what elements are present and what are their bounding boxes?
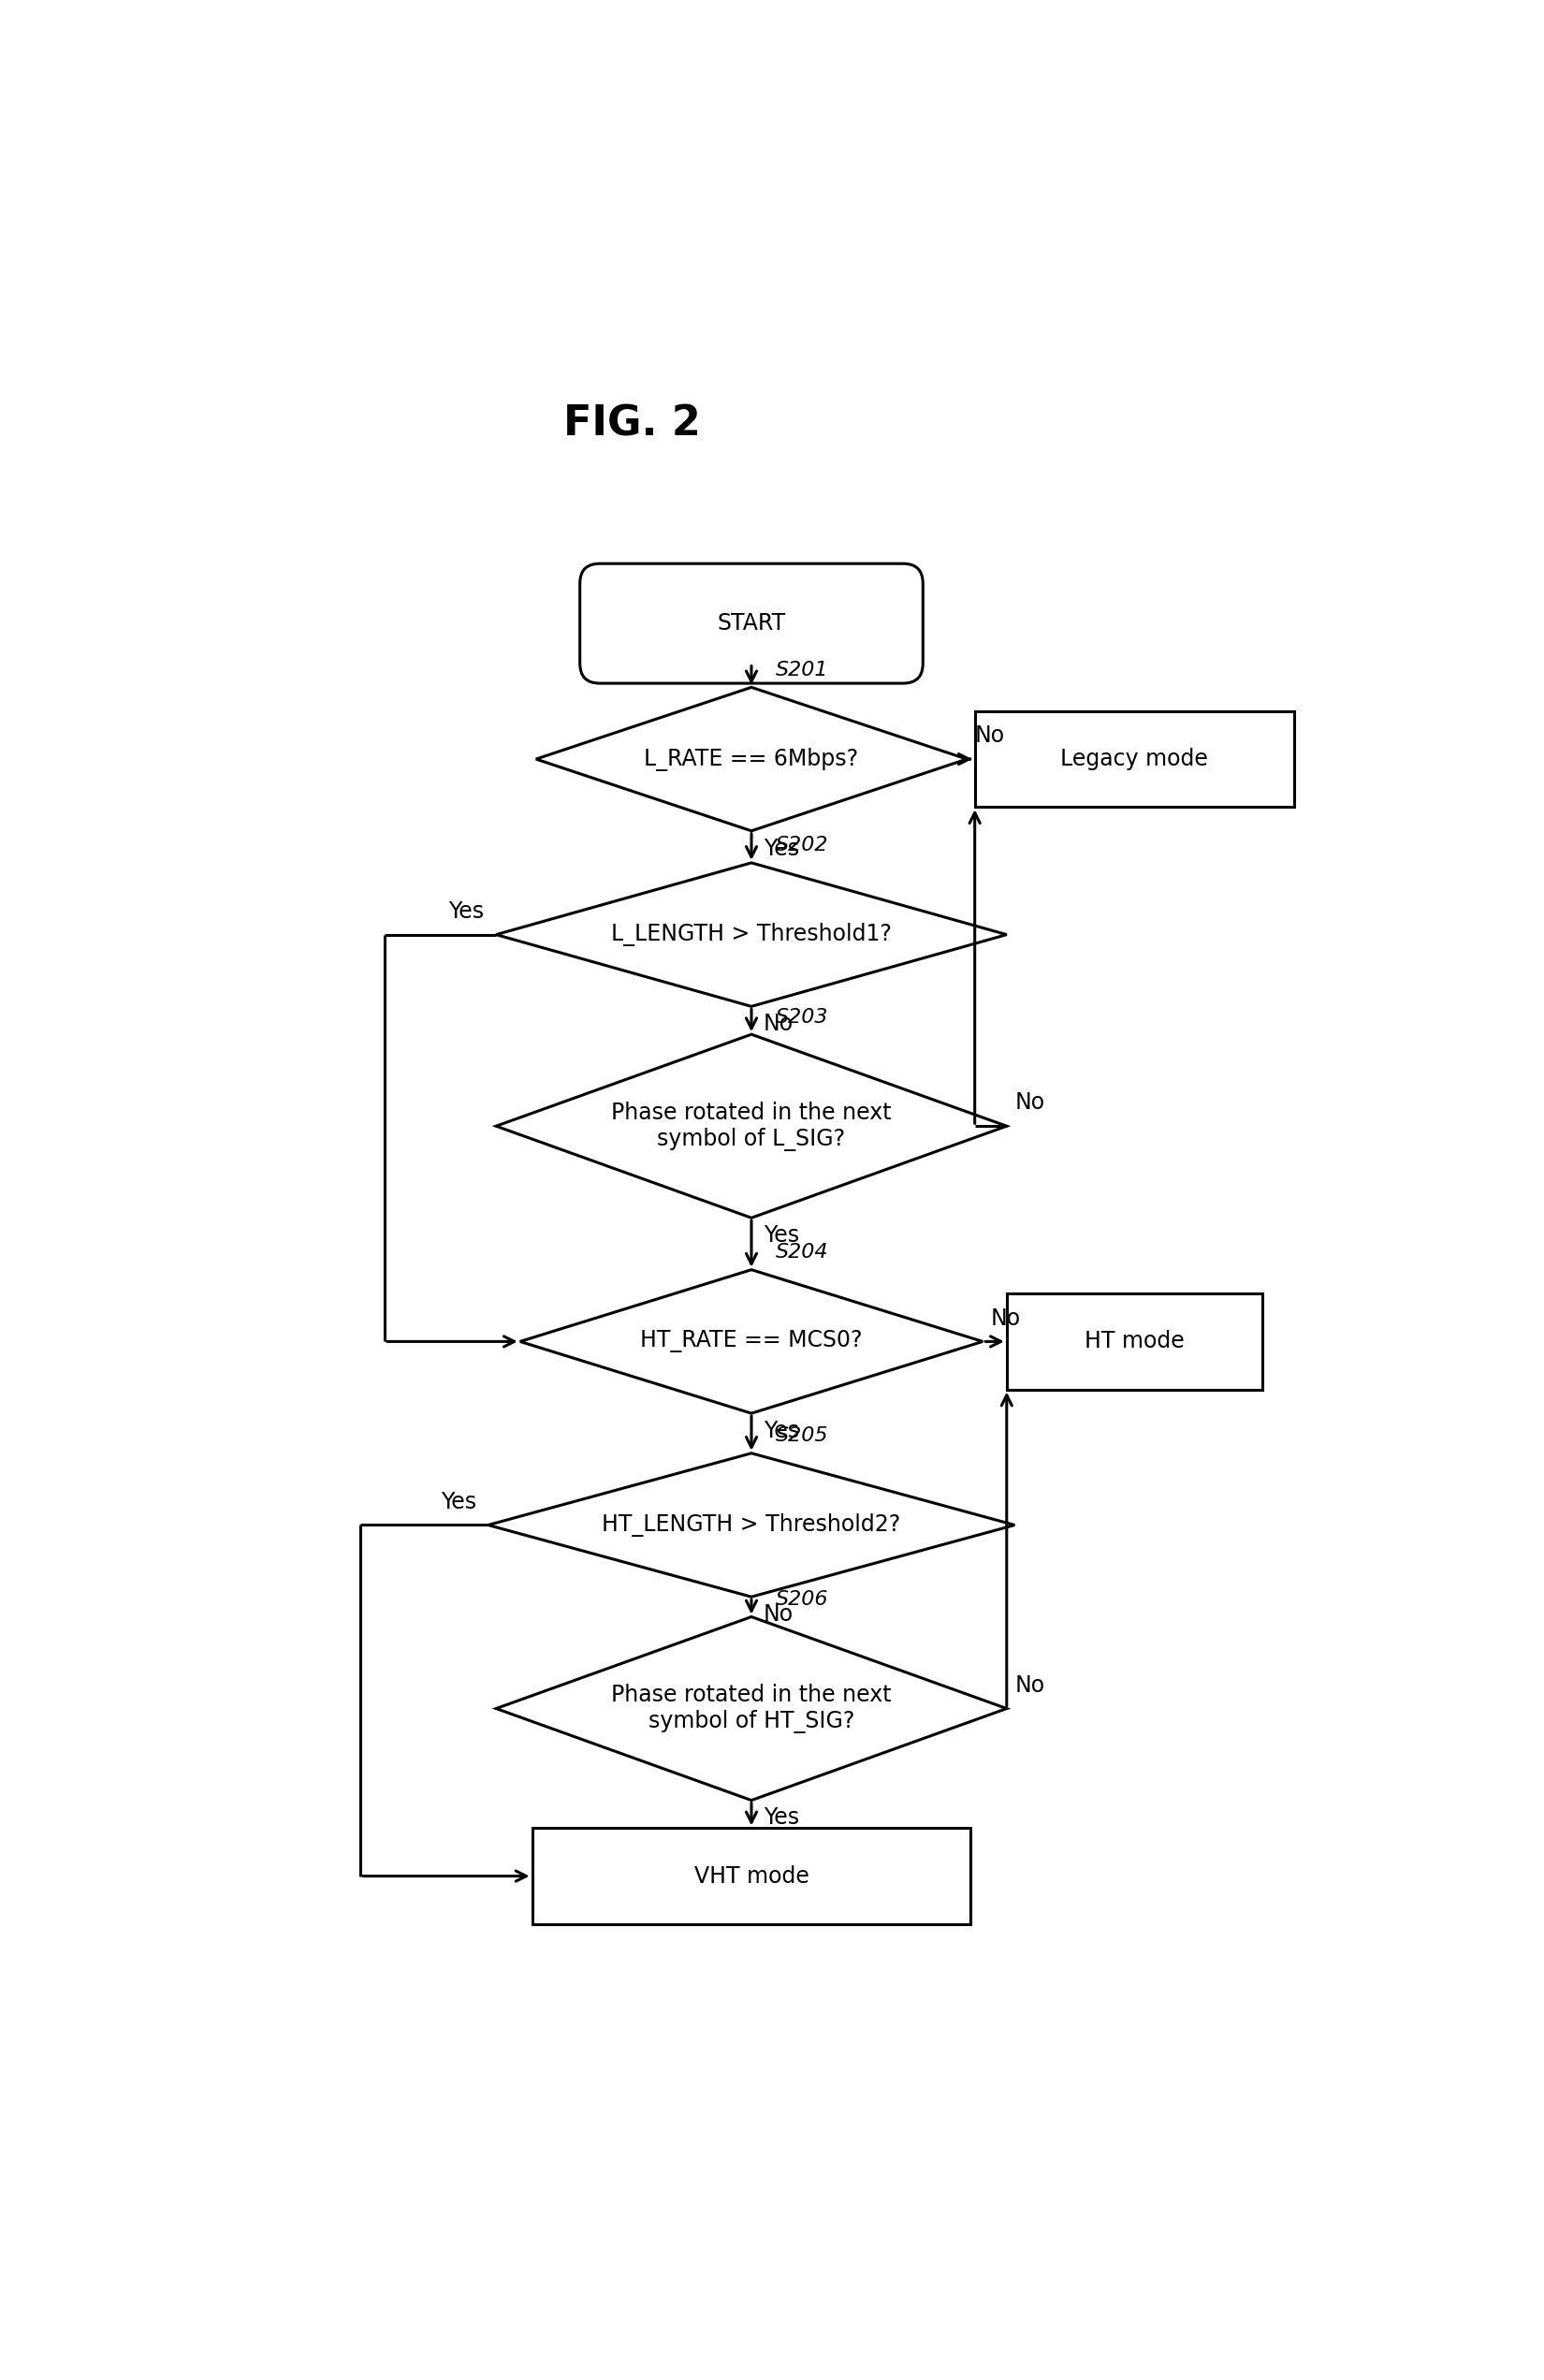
Text: VHT mode: VHT mode xyxy=(693,1866,809,1887)
Polygon shape xyxy=(496,864,1007,1007)
Text: Phase rotated in the next
symbol of HT_SIG?: Phase rotated in the next symbol of HT_S… xyxy=(611,1683,891,1733)
Text: No: No xyxy=(974,724,1005,747)
Bar xyxy=(974,712,1294,807)
Text: Yes: Yes xyxy=(763,1421,800,1442)
Text: No: No xyxy=(991,1307,1021,1330)
Bar xyxy=(1007,1295,1261,1390)
Text: START: START xyxy=(716,612,786,635)
Text: No: No xyxy=(1014,1092,1045,1114)
Text: No: No xyxy=(763,1014,794,1035)
Bar xyxy=(533,1828,971,1923)
Text: Yes: Yes xyxy=(763,1223,800,1247)
Text: FIG. 2: FIG. 2 xyxy=(564,405,701,445)
Text: S201: S201 xyxy=(775,662,828,678)
Text: Yes: Yes xyxy=(763,1806,800,1830)
Polygon shape xyxy=(520,1269,982,1414)
Text: Legacy mode: Legacy mode xyxy=(1061,747,1209,771)
Polygon shape xyxy=(536,688,967,831)
Text: HT mode: HT mode xyxy=(1084,1330,1184,1352)
FancyBboxPatch shape xyxy=(581,564,923,683)
Text: L_LENGTH > Threshold1?: L_LENGTH > Threshold1? xyxy=(611,923,892,947)
Polygon shape xyxy=(496,1616,1007,1799)
Text: HT_RATE == MCS0?: HT_RATE == MCS0? xyxy=(641,1330,863,1352)
Text: No: No xyxy=(763,1604,794,1626)
Text: No: No xyxy=(1014,1673,1045,1697)
Text: S204: S204 xyxy=(775,1242,828,1261)
Polygon shape xyxy=(488,1454,1014,1597)
Text: S202: S202 xyxy=(775,835,828,854)
Text: S206: S206 xyxy=(775,1590,828,1609)
Text: Phase rotated in the next
symbol of L_SIG?: Phase rotated in the next symbol of L_SI… xyxy=(611,1102,891,1152)
Text: L_RATE == 6Mbps?: L_RATE == 6Mbps? xyxy=(644,747,858,771)
Text: Yes: Yes xyxy=(448,900,485,923)
Text: S203: S203 xyxy=(775,1007,828,1026)
Text: Yes: Yes xyxy=(763,838,800,859)
Text: S205: S205 xyxy=(775,1426,828,1445)
Text: Yes: Yes xyxy=(440,1490,476,1514)
Polygon shape xyxy=(496,1035,1007,1219)
Text: HT_LENGTH > Threshold2?: HT_LENGTH > Threshold2? xyxy=(602,1514,900,1537)
